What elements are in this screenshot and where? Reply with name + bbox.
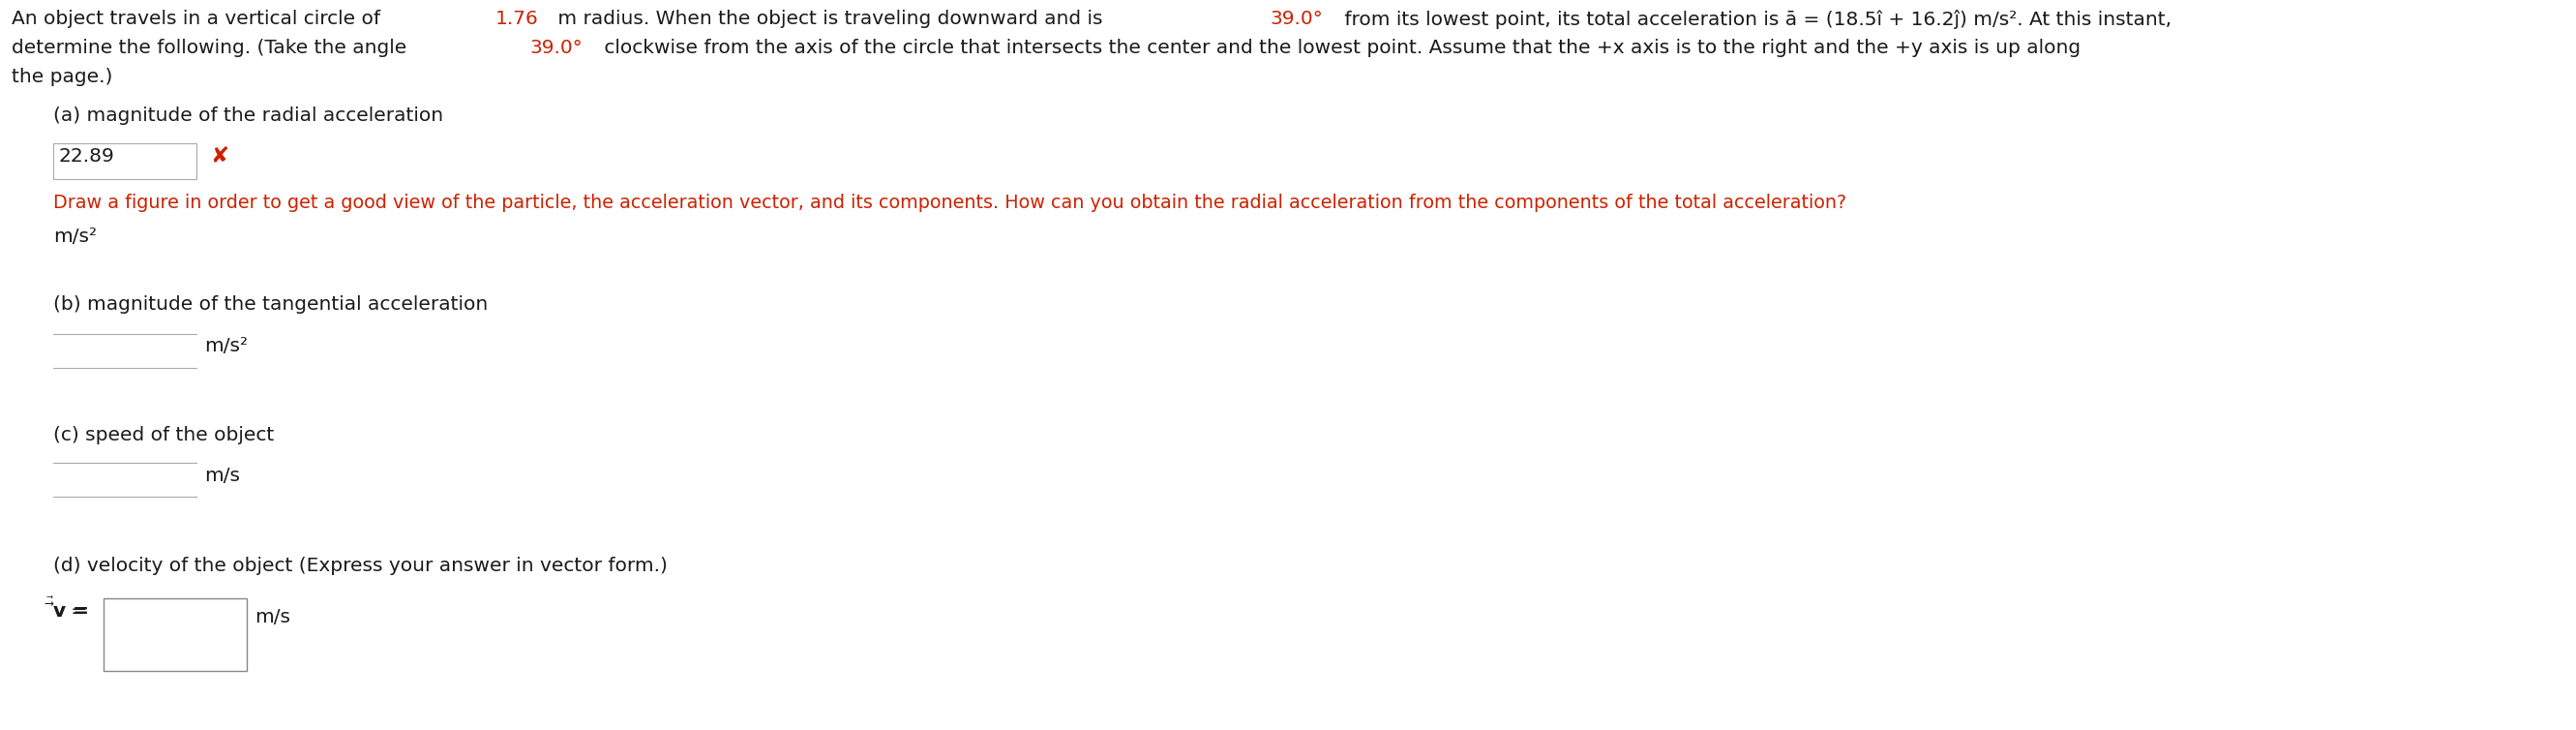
Text: 39.0°: 39.0° — [1270, 9, 1324, 28]
Text: 39.0°: 39.0° — [528, 39, 582, 57]
Text: ⃗v =: ⃗v = — [54, 602, 88, 620]
Text: m/s: m/s — [204, 466, 240, 485]
Text: from its lowest point, its total acceleration is ā = (18.5î + 16.2ĵ) m/s². At th: from its lowest point, its total acceler… — [1340, 9, 2172, 29]
Text: determine the following. (Take the angle: determine the following. (Take the angle — [13, 39, 412, 57]
Text: m/s: m/s — [255, 608, 291, 626]
Text: m/s²: m/s² — [54, 228, 98, 246]
Text: 1.76: 1.76 — [495, 9, 538, 28]
Text: ✘: ✘ — [211, 145, 229, 167]
Text: 22.89: 22.89 — [59, 147, 116, 166]
Text: the page.): the page.) — [13, 68, 113, 86]
Text: m/s²: m/s² — [204, 337, 247, 356]
Bar — [103, 599, 247, 671]
Text: An object travels in a vertical circle of: An object travels in a vertical circle o… — [13, 9, 386, 28]
Text: m radius. When the object is traveling downward and is: m radius. When the object is traveling d… — [551, 9, 1108, 28]
Text: (b) magnitude of the tangential acceleration: (b) magnitude of the tangential accelera… — [54, 296, 487, 314]
Bar — [54, 143, 196, 179]
Text: Draw a figure in order to get a good view of the particle, the acceleration vect: Draw a figure in order to get a good vie… — [54, 193, 1847, 212]
Text: v =: v = — [54, 602, 90, 620]
Text: clockwise from the axis of the circle that intersects the center and the lowest : clockwise from the axis of the circle th… — [598, 39, 2081, 57]
Text: (c) speed of the object: (c) speed of the object — [54, 426, 273, 445]
Text: (a) magnitude of the radial acceleration: (a) magnitude of the radial acceleration — [54, 107, 443, 125]
Text: (d) velocity of the object (Express your answer in vector form.): (d) velocity of the object (Express your… — [54, 557, 667, 575]
